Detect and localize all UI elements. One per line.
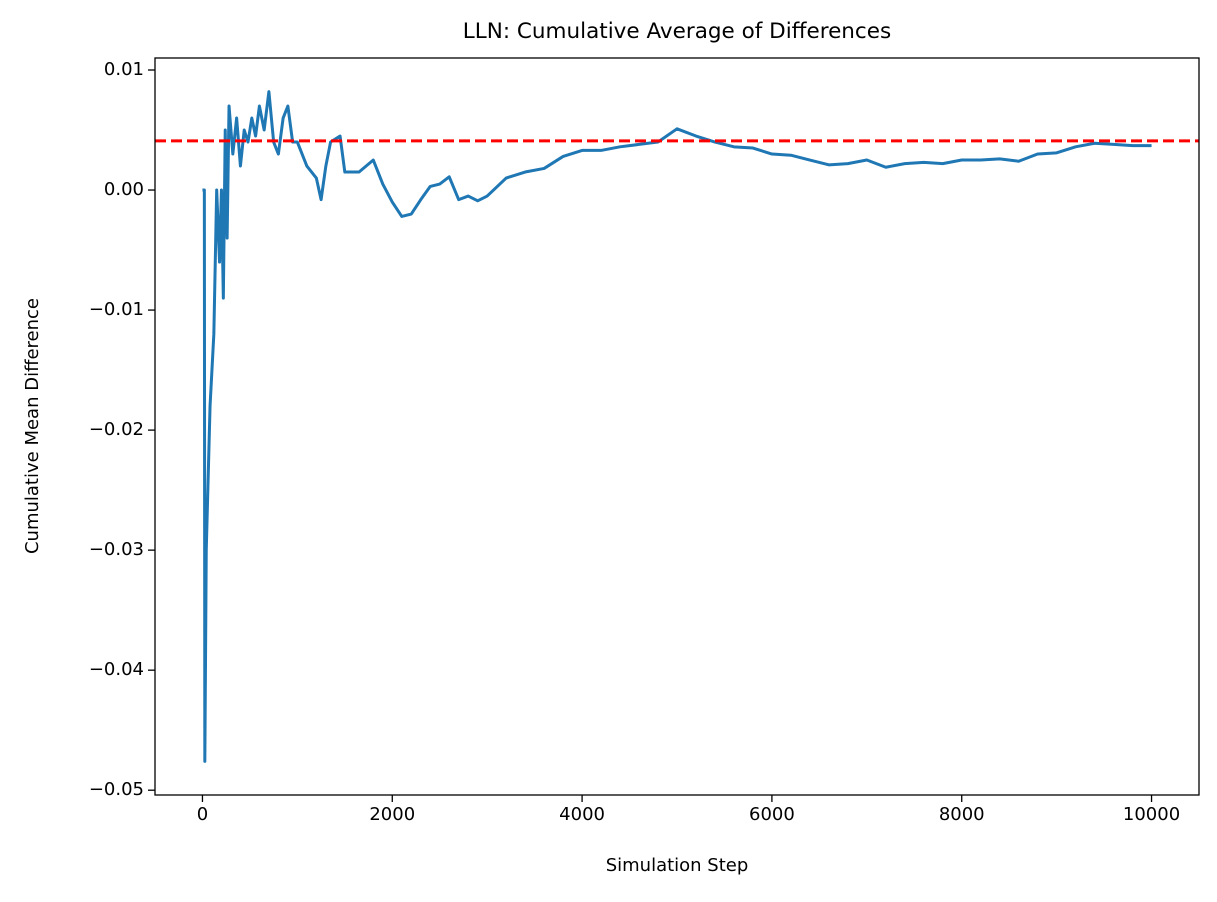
y-axis-label: Cumulative Mean Difference xyxy=(22,298,43,554)
plot-frame xyxy=(154,57,1200,796)
y-tick-label: −0.04 xyxy=(89,659,144,680)
x-tick-label: 6000 xyxy=(749,804,795,825)
chart-title: LLN: Cumulative Average of Differences xyxy=(463,19,891,44)
x-axis-label: Simulation Step xyxy=(606,855,749,876)
y-tick-label: −0.03 xyxy=(89,539,144,560)
x-tick-label: 0 xyxy=(197,804,208,825)
data-line xyxy=(202,90,1152,763)
x-tick-label: 8000 xyxy=(939,804,985,825)
y-tick-label: −0.05 xyxy=(89,779,144,800)
y-tick-label: 0.00 xyxy=(104,179,144,200)
y-tick-label: −0.02 xyxy=(89,419,144,440)
x-tick-label: 2000 xyxy=(369,804,415,825)
x-tick-label: 10000 xyxy=(1123,804,1180,825)
y-tick-label: −0.01 xyxy=(89,299,144,320)
y-tick-label: 0.01 xyxy=(104,59,144,80)
x-tick-label: 4000 xyxy=(559,804,605,825)
